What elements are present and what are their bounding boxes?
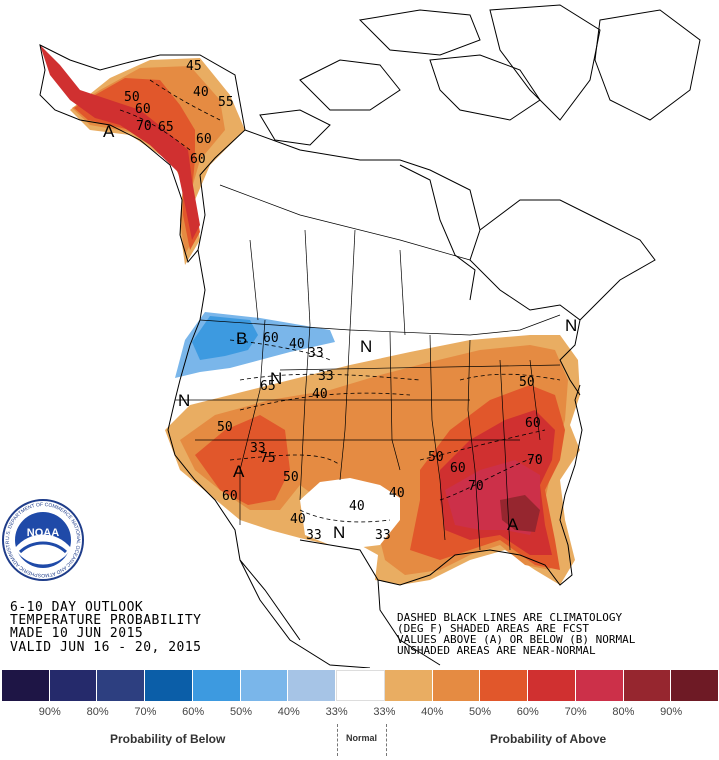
- map-value: 65: [158, 120, 174, 135]
- map-letter: N: [178, 391, 190, 410]
- map-letter: A: [103, 122, 115, 141]
- map-letter: N: [333, 523, 345, 542]
- map-value: 60: [135, 102, 151, 117]
- probability-value-labels: 45 50 40 60 55 70 65 60 60 60 40 33 33 6…: [124, 59, 543, 543]
- map-value: 40: [349, 499, 365, 514]
- legend-below-label: Probability of Below: [110, 732, 226, 746]
- legend-tick-label: 40%: [277, 706, 300, 718]
- legend-swatch: [240, 670, 289, 701]
- map-value: 40: [193, 85, 209, 100]
- map-value: 40: [389, 486, 405, 501]
- map-value: 50: [217, 420, 233, 435]
- legend-tick-label: 60%: [182, 706, 205, 718]
- map-value: 50: [283, 470, 299, 485]
- map-value: 60: [222, 489, 238, 504]
- map-value: 65: [260, 379, 276, 394]
- header-line-3: MADE 10 JUN 2015: [10, 626, 143, 641]
- legend-swatch: [97, 670, 146, 701]
- coastlines: [39, 4, 701, 668]
- legend-normal-divider-right: [386, 724, 387, 756]
- map-letter: A: [233, 462, 245, 481]
- legend-color-bar: [2, 670, 719, 701]
- outlook-map: A B N N N A N A N 45 50 40 60 55 70 65 6…: [0, 0, 701, 668]
- noaa-logo-text: NOAA: [27, 527, 59, 539]
- header-line-2: TEMPERATURE PROBABILITY: [10, 613, 202, 628]
- legend-swatch: [49, 670, 98, 701]
- map-value: 60: [190, 152, 206, 167]
- outlook-header: 6-10 DAY OUTLOOK TEMPERATURE PROBABILITY…: [10, 600, 202, 655]
- map-letter: N: [565, 316, 577, 335]
- note-line-2: (DEG F) SHADED AREAS ARE FCST: [397, 622, 589, 635]
- map-value: 33: [306, 528, 322, 543]
- map-value: 75: [260, 451, 276, 466]
- legend-swatch: [480, 670, 529, 701]
- southeast-above-90: [500, 495, 540, 532]
- map-letter: N: [270, 369, 282, 388]
- map-letter: N: [360, 337, 372, 356]
- map-value: 50: [124, 90, 140, 105]
- map-value: 55: [218, 95, 234, 110]
- map-letter: A: [507, 515, 519, 534]
- note-line-4: UNSHADED AREAS ARE NEAR-NORMAL: [397, 644, 596, 657]
- legend-swatch: [192, 670, 241, 701]
- map-value: 60: [196, 132, 212, 147]
- alaska-above-70: [40, 45, 200, 240]
- map-value: 70: [136, 119, 152, 134]
- legend-normal-divider-left: [337, 724, 338, 756]
- legend-tick-label: 90%: [38, 706, 61, 718]
- legend-tick-label: 33%: [325, 706, 348, 718]
- legend-swatch: [671, 670, 719, 701]
- legend-tick-label: 70%: [564, 706, 587, 718]
- map-letter: B: [236, 329, 247, 348]
- map-value: 45: [186, 59, 202, 74]
- map-value: 33: [308, 346, 324, 361]
- legend-tick-label: 70%: [134, 706, 157, 718]
- alaska-above-60: [74, 78, 200, 250]
- legend-swatch: [623, 670, 672, 701]
- legend-tick-label: 50%: [468, 706, 492, 718]
- map-value: 33: [250, 441, 266, 456]
- map-value: 33: [375, 528, 391, 543]
- legend-tick-label: 80%: [86, 706, 109, 718]
- map-value: 40: [290, 512, 306, 527]
- state-borders: [175, 184, 561, 551]
- legend-swatch: [2, 670, 50, 701]
- map-value: 70: [468, 479, 484, 494]
- legend-tick-label: 50%: [229, 706, 253, 718]
- header-line-1: 6-10 DAY OUTLOOK: [10, 600, 143, 615]
- climatology-lines: [119, 79, 561, 523]
- map-value: 50: [428, 450, 444, 465]
- map-value: 50: [519, 375, 535, 390]
- map-value: 60: [263, 331, 279, 346]
- legend-normal-label: Normal: [346, 733, 378, 743]
- legend-swatch: [336, 670, 385, 701]
- map-value: 70: [527, 453, 543, 468]
- map-value: 60: [450, 461, 466, 476]
- note-line-1: DASHED BLACK LINES ARE CLIMATOLOGY: [397, 611, 623, 624]
- legend-tick-label: 33%: [373, 706, 396, 718]
- legend-tick-label: 40%: [421, 706, 444, 718]
- map-value: 33: [318, 369, 334, 384]
- legend-tick-label: 60%: [516, 706, 539, 718]
- southwest-near-normal: [300, 478, 400, 548]
- northwest-below-50: [192, 316, 258, 360]
- legend-swatch: [384, 670, 433, 701]
- map-value: 40: [312, 387, 328, 402]
- legend-tick-label: 90%: [660, 706, 683, 718]
- map-value: 40: [289, 337, 305, 352]
- legend-swatch: [528, 670, 576, 701]
- legend-swatch: [432, 670, 481, 701]
- note-line-3: VALUES ABOVE (A) OR BELOW (B) NORMAL: [397, 633, 636, 646]
- legend-tick-labels: 90% 80% 70% 60% 50% 40% 33% 33% 40% 50% 60% 70% 80% 9…: [2, 706, 719, 722]
- map-value: 60: [525, 416, 541, 431]
- legend-swatch: [288, 670, 337, 701]
- legend-swatch: [145, 670, 193, 701]
- map-notes: DASHED BLACK LINES ARE CLIMATOLOGY (DEG …: [397, 611, 636, 657]
- legend-swatch: [575, 670, 624, 701]
- header-line-4: VALID JUN 16 - 20, 2015: [10, 640, 202, 655]
- legend-above-label: Probability of Above: [490, 732, 607, 746]
- legend-tick-label: 80%: [612, 706, 635, 718]
